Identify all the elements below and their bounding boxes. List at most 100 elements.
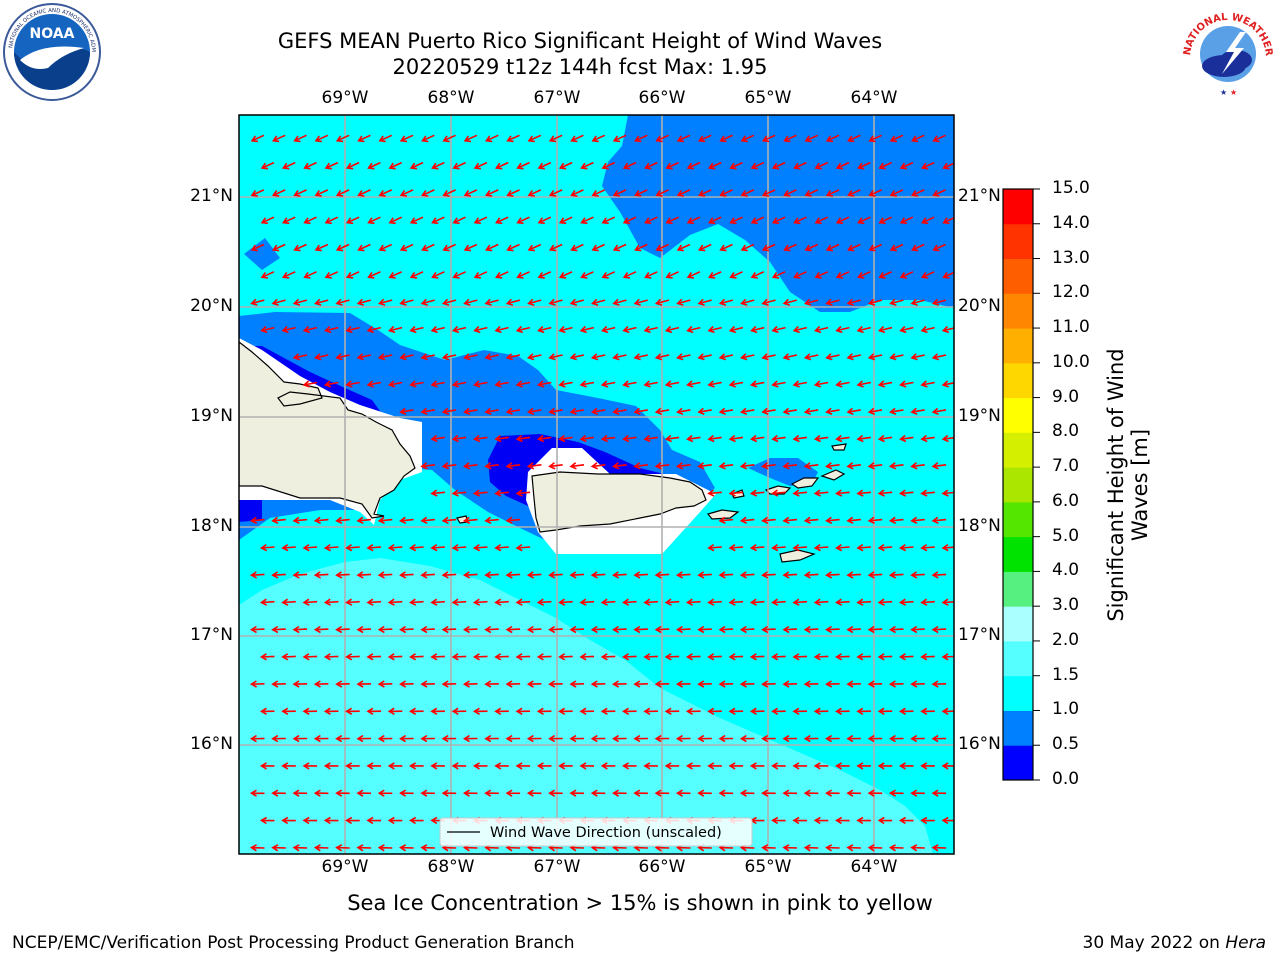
wave-direction-arrow (591, 189, 606, 197)
wave-direction-arrow (303, 271, 317, 279)
wave-direction-arrow (451, 707, 467, 715)
wave-direction-arrow (910, 353, 925, 361)
wave-direction-arrow (281, 161, 296, 170)
wave-direction-arrow (771, 707, 786, 715)
wave-direction-arrow (536, 434, 552, 443)
wave-direction-arrow (633, 462, 648, 470)
wave-direction-arrow (356, 353, 372, 361)
wave-direction-arrow (548, 243, 563, 252)
wave-direction-arrow (719, 243, 733, 252)
wave-direction-arrow (367, 216, 381, 225)
wave-direction-arrow (931, 516, 947, 525)
wave-direction-arrow (803, 353, 819, 361)
wave-direction-arrow (548, 407, 563, 415)
wave-direction-arrow (718, 625, 734, 634)
wave-direction-arrow (473, 161, 488, 170)
wave-direction-arrow (293, 134, 307, 143)
wave-direction-arrow (590, 625, 606, 634)
wave-direction-arrow (399, 844, 414, 852)
wave-direction-arrow (281, 598, 296, 606)
wave-direction-arrow (430, 653, 445, 661)
wave-direction-arrow (506, 243, 520, 252)
colorbar-segment (1003, 536, 1033, 572)
wave-direction-arrow (707, 161, 722, 170)
wave-direction-arrow (271, 789, 286, 797)
wave-direction-arrow (569, 734, 585, 743)
wave-direction-arrow (409, 271, 424, 279)
wave-direction-arrow (761, 134, 776, 143)
wave-direction-arrow (366, 380, 382, 388)
wave-direction-arrow (856, 598, 871, 606)
colorbar-segment (1003, 467, 1033, 503)
wave-direction-arrow (313, 680, 329, 688)
wave-direction-arrow (750, 271, 765, 279)
wave-direction-arrow (249, 734, 265, 743)
wave-direction-arrow (399, 134, 414, 143)
wave-direction-arrow (293, 243, 307, 252)
wave-direction-arrow (612, 353, 627, 361)
wave-direction-arrow (749, 380, 765, 388)
wave-direction-arrow (633, 680, 648, 688)
wave-direction-arrow (803, 298, 819, 306)
wave-direction-arrow (494, 434, 509, 443)
wave-direction-arrow (846, 625, 861, 634)
wave-direction-arrow (378, 134, 393, 143)
wave-direction-arrow (889, 407, 904, 415)
wave-direction-arrow (697, 189, 712, 197)
wave-direction-arrow (292, 516, 308, 525)
wave-direction-arrow (643, 325, 658, 334)
wave-direction-arrow (292, 625, 308, 634)
wave-direction-arrow (675, 625, 691, 634)
wave-direction-arrow (473, 271, 488, 279)
wave-direction-arrow (548, 680, 563, 688)
wave-direction-arrow (664, 598, 680, 606)
wave-direction-arrow (526, 734, 542, 743)
wave-direction-arrow (792, 543, 808, 552)
wave-direction-arrow (867, 516, 883, 525)
footer-date: 30 May 2022 on Hera (1083, 933, 1267, 953)
wave-direction-arrow (249, 789, 265, 797)
lon-label-bottom: 66°W (638, 857, 686, 877)
wave-direction-arrow (590, 734, 606, 743)
wave-direction-arrow (548, 298, 563, 306)
lon-label-top: 67°W (533, 88, 581, 108)
wave-direction-arrow (420, 789, 435, 797)
wave-direction-arrow (537, 325, 552, 334)
wave-direction-arrow (430, 543, 445, 552)
wave-direction-arrow (867, 298, 883, 306)
wave-direction-arrow (612, 462, 627, 470)
wave-direction-arrow (888, 734, 904, 743)
colorbar-segment (1003, 571, 1033, 607)
wave-direction-arrow (526, 462, 542, 470)
wave-direction-arrow (867, 571, 883, 579)
wave-direction-arrow (387, 598, 403, 606)
wave-direction-arrow (324, 216, 339, 225)
wave-direction-arrow (314, 189, 329, 197)
wave-direction-arrow (515, 707, 531, 715)
wave-direction-arrow (612, 571, 627, 579)
wave-direction-arrow (898, 816, 914, 825)
wave-direction-arrow (323, 816, 339, 825)
wave-direction-arrow (888, 462, 904, 470)
wave-direction-arrow (920, 271, 935, 279)
wave-direction-arrow (409, 762, 424, 770)
lon-label-top: 65°W (744, 88, 792, 108)
wave-direction-arrow (761, 298, 776, 306)
wave-direction-arrow (889, 353, 904, 361)
wave-direction-arrow (676, 407, 691, 415)
wave-direction-arrow (718, 680, 734, 688)
wave-direction-arrow (867, 789, 883, 797)
wave-direction-arrow (685, 598, 701, 606)
wave-direction-arrow (835, 653, 850, 661)
wave-direction-arrow (771, 598, 786, 606)
wave-direction-arrow (505, 680, 521, 688)
wave-direction-arrow (590, 789, 606, 797)
colorbar-label-line2: Waves [m] (1128, 428, 1152, 542)
wave-direction-arrow (570, 134, 584, 143)
wave-direction-arrow (356, 680, 372, 688)
wave-direction-arrow (633, 625, 648, 634)
wave-direction-arrow (387, 816, 403, 825)
wave-direction-arrow (536, 380, 552, 388)
wave-direction-arrow (590, 298, 606, 306)
wave-direction-arrow (622, 434, 637, 443)
